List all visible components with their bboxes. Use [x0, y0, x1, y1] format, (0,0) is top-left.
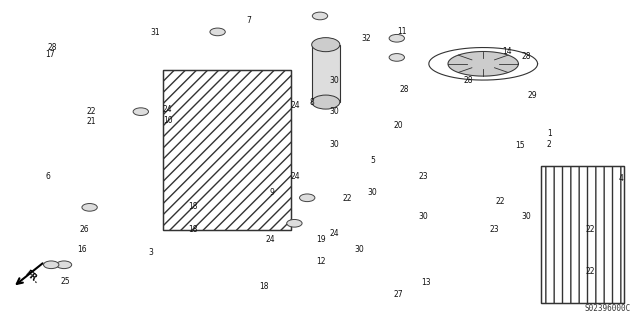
- Bar: [32, 57, 160, 249]
- Text: 19: 19: [316, 235, 326, 244]
- Text: 7: 7: [246, 16, 251, 25]
- Text: 25: 25: [60, 277, 70, 286]
- Text: 29: 29: [527, 91, 538, 100]
- Text: 17: 17: [45, 50, 55, 59]
- Text: 13: 13: [420, 278, 431, 287]
- Text: 16: 16: [77, 245, 87, 254]
- Polygon shape: [448, 52, 518, 76]
- Text: 2: 2: [547, 140, 552, 149]
- Bar: [163, 70, 291, 230]
- Circle shape: [389, 54, 404, 61]
- Circle shape: [287, 219, 302, 227]
- Text: 1: 1: [547, 130, 552, 138]
- Circle shape: [312, 12, 328, 20]
- Text: 23: 23: [419, 172, 429, 181]
- Text: 11: 11: [397, 27, 406, 36]
- Text: 18: 18: [189, 225, 198, 234]
- Text: 30: 30: [521, 212, 531, 221]
- Circle shape: [210, 28, 225, 36]
- Text: 22: 22: [586, 225, 595, 234]
- Text: 18: 18: [189, 202, 198, 211]
- Text: 21: 21: [86, 117, 95, 126]
- Text: 30: 30: [329, 107, 339, 115]
- Text: 24: 24: [291, 101, 301, 110]
- Text: 6: 6: [45, 172, 51, 181]
- Bar: [275, 32, 390, 128]
- Bar: [541, 166, 624, 303]
- Text: 15: 15: [515, 141, 525, 150]
- Text: 24: 24: [291, 172, 301, 181]
- Text: 26: 26: [79, 225, 90, 234]
- Bar: [538, 48, 627, 175]
- Text: 24: 24: [329, 229, 339, 238]
- Text: 18: 18: [259, 282, 268, 291]
- Text: 24: 24: [265, 235, 275, 244]
- Text: 27: 27: [393, 290, 403, 299]
- Text: FR.: FR.: [23, 269, 41, 286]
- Text: 20: 20: [393, 121, 403, 130]
- Text: 22: 22: [342, 194, 351, 203]
- Text: 30: 30: [367, 188, 378, 197]
- Circle shape: [300, 194, 315, 202]
- Circle shape: [133, 108, 148, 115]
- Circle shape: [312, 95, 340, 109]
- Text: 31: 31: [150, 28, 160, 37]
- Text: 24: 24: [163, 105, 173, 114]
- Text: 14: 14: [502, 47, 512, 56]
- Text: 9: 9: [269, 189, 275, 197]
- Bar: [541, 166, 624, 303]
- Text: 30: 30: [329, 76, 339, 85]
- Text: 28: 28: [464, 76, 473, 85]
- Text: S02396000C: S02396000C: [584, 304, 630, 313]
- Text: 28: 28: [400, 85, 409, 94]
- Circle shape: [312, 38, 340, 52]
- Bar: [198, 86, 339, 198]
- Text: 22: 22: [586, 267, 595, 276]
- Text: 30: 30: [329, 140, 339, 149]
- Circle shape: [389, 34, 404, 42]
- Text: 5: 5: [370, 156, 375, 165]
- Circle shape: [82, 204, 97, 211]
- Circle shape: [56, 261, 72, 269]
- Text: 3: 3: [148, 248, 153, 256]
- Text: 12: 12: [317, 257, 326, 266]
- Text: 22: 22: [496, 197, 505, 206]
- Text: 8: 8: [310, 98, 315, 107]
- Circle shape: [44, 261, 59, 269]
- Bar: [163, 70, 291, 230]
- Text: 22: 22: [86, 107, 95, 115]
- Text: 10: 10: [163, 116, 173, 125]
- Text: 28: 28: [522, 52, 531, 61]
- Text: 4: 4: [618, 174, 623, 183]
- Polygon shape: [429, 48, 538, 80]
- Text: 23: 23: [489, 225, 499, 234]
- Bar: [312, 45, 340, 102]
- Text: 32: 32: [361, 34, 371, 43]
- Text: 30: 30: [419, 212, 429, 221]
- Text: 28: 28: [48, 43, 57, 52]
- Text: 30: 30: [355, 245, 365, 254]
